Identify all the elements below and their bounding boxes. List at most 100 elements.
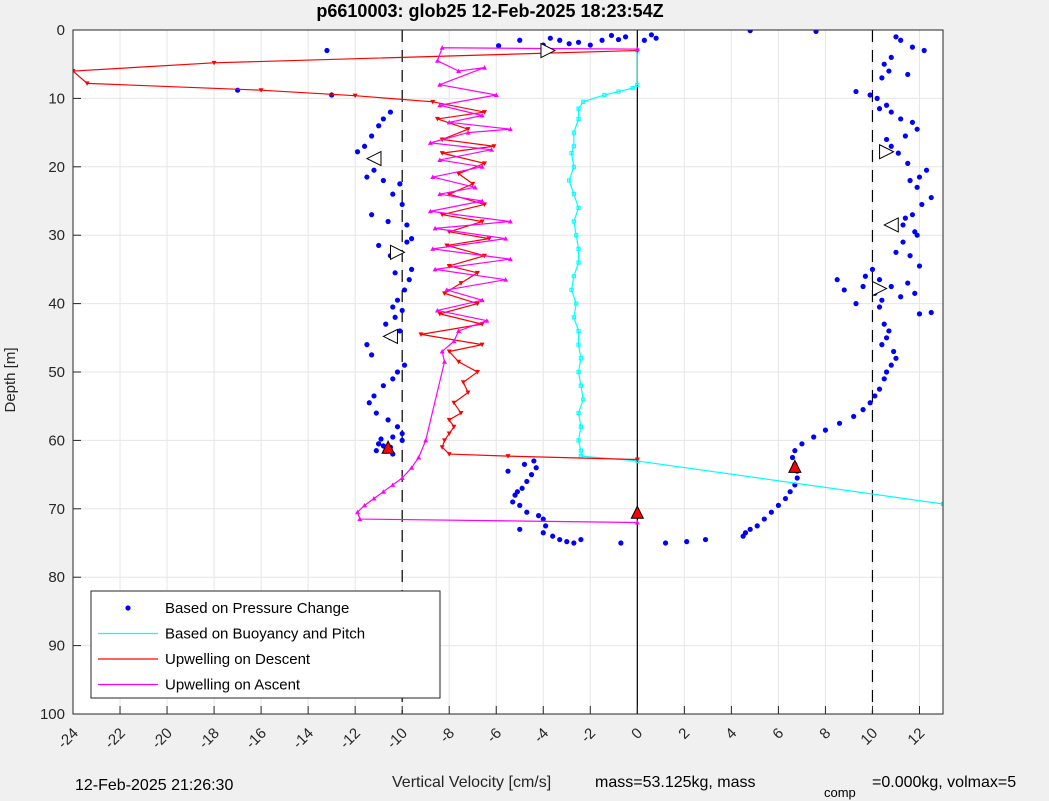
data-point xyxy=(921,47,927,54)
data-point xyxy=(399,475,405,481)
data-point xyxy=(451,400,457,406)
data-point xyxy=(822,427,829,433)
data-point xyxy=(430,99,436,105)
chart-title: p6610003: glob25 12-Feb-2025 18:23:54Z xyxy=(316,1,663,21)
data-point xyxy=(900,239,906,245)
data-point xyxy=(517,526,523,532)
data-point xyxy=(394,424,401,430)
data-point xyxy=(893,249,899,255)
data-point xyxy=(385,218,391,225)
data-point xyxy=(366,400,372,406)
series-line xyxy=(73,49,638,461)
x-tick-label: 10 xyxy=(857,725,881,749)
data-point xyxy=(634,457,640,463)
data-point xyxy=(481,110,487,115)
data-point xyxy=(380,116,386,122)
data-point xyxy=(547,35,553,41)
x-tick-label: -6 xyxy=(484,725,505,746)
data-point xyxy=(489,147,495,152)
data-point xyxy=(569,287,574,293)
data-point xyxy=(361,143,368,149)
data-point xyxy=(571,130,576,135)
data-point xyxy=(902,215,908,221)
data-point xyxy=(451,424,457,430)
data-point xyxy=(84,81,90,86)
data-point xyxy=(472,184,478,190)
y-tick-label: 20 xyxy=(48,159,65,176)
data-point xyxy=(740,533,746,539)
data-point xyxy=(442,291,448,296)
data-point xyxy=(479,219,485,225)
data-point xyxy=(397,328,403,334)
data-point xyxy=(390,376,396,382)
data-point xyxy=(519,485,525,491)
data-point xyxy=(576,369,581,375)
data-point xyxy=(392,314,398,320)
data-point xyxy=(574,233,579,238)
data-point xyxy=(73,69,76,74)
data-point xyxy=(928,194,934,201)
data-point xyxy=(635,82,640,87)
data-point xyxy=(576,106,581,111)
y-tick-label: 60 xyxy=(48,432,65,449)
data-point xyxy=(540,516,546,522)
data-point xyxy=(517,37,523,43)
data-point xyxy=(474,301,480,307)
data-point xyxy=(576,438,581,443)
event-marker xyxy=(788,459,802,473)
data-point xyxy=(390,304,396,310)
x-tick-label: -12 xyxy=(337,725,364,752)
data-point xyxy=(404,222,410,228)
data-point xyxy=(376,242,382,249)
data-point xyxy=(841,287,847,293)
data-point xyxy=(234,87,241,93)
data-point xyxy=(799,441,805,447)
data-point xyxy=(399,437,405,443)
data-point xyxy=(409,465,415,470)
data-point xyxy=(505,468,511,474)
data-point xyxy=(571,219,576,224)
data-point xyxy=(394,297,401,303)
data-point xyxy=(883,102,890,108)
data-point xyxy=(442,438,448,443)
data-point xyxy=(634,46,640,52)
data-point xyxy=(408,266,415,272)
footer-comp-subscript: comp xyxy=(824,785,856,800)
data-point xyxy=(427,140,433,145)
data-point xyxy=(578,356,583,361)
data-point xyxy=(446,349,452,354)
x-tick-label: 0 xyxy=(628,725,646,743)
data-point xyxy=(404,239,410,245)
data-point xyxy=(618,540,624,546)
data-point xyxy=(782,495,789,502)
data-point xyxy=(702,536,709,543)
data-point xyxy=(874,95,880,101)
data-point xyxy=(357,516,363,522)
data-point xyxy=(836,420,843,426)
data-point xyxy=(369,212,375,218)
y-tick-labels: 0 10 20 30 40 50 60 70 80 90 100 xyxy=(40,22,81,723)
data-point xyxy=(408,236,415,242)
event-marker xyxy=(630,505,645,519)
data-point xyxy=(608,32,615,39)
data-point xyxy=(442,359,448,364)
data-point xyxy=(576,260,581,265)
data-point xyxy=(576,342,581,347)
legend-label: Upwelling on Ascent xyxy=(165,677,301,694)
data-point xyxy=(893,34,899,40)
data-point xyxy=(876,304,883,310)
data-point xyxy=(479,164,485,169)
data-point xyxy=(390,482,396,487)
data-point xyxy=(383,321,389,327)
data-point xyxy=(481,202,487,207)
data-point xyxy=(747,30,753,34)
turn-marker xyxy=(382,328,398,345)
data-point xyxy=(914,184,920,190)
data-point xyxy=(792,448,798,454)
y-tick-label: 0 xyxy=(57,22,65,39)
data-point xyxy=(507,256,513,262)
data-point xyxy=(439,45,445,50)
data-point xyxy=(399,430,405,437)
data-point xyxy=(916,263,923,269)
